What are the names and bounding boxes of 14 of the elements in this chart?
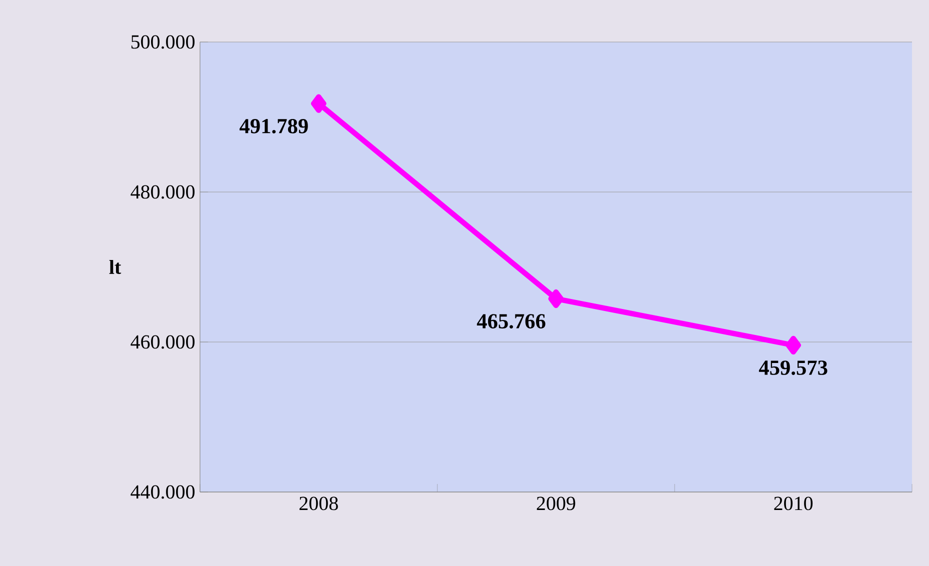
data-label: 459.573	[758, 360, 828, 375]
x-tick-label: 2008	[300, 496, 338, 510]
y-tick-label: 500.000	[131, 35, 195, 49]
point	[786, 336, 802, 355]
y-tick-label: 480.000	[130, 185, 195, 199]
y-tick-label: 460.000	[130, 335, 195, 349]
data-label: 465.766	[476, 314, 546, 329]
x-tick-label: 2009	[536, 496, 576, 510]
y-tick-label: 440.000	[130, 485, 195, 499]
point	[311, 94, 326, 113]
y-axis-title: lt	[109, 260, 122, 274]
x-tick-label: 2010	[774, 496, 813, 510]
point	[548, 289, 564, 308]
data-label: 491.789	[240, 118, 308, 134]
